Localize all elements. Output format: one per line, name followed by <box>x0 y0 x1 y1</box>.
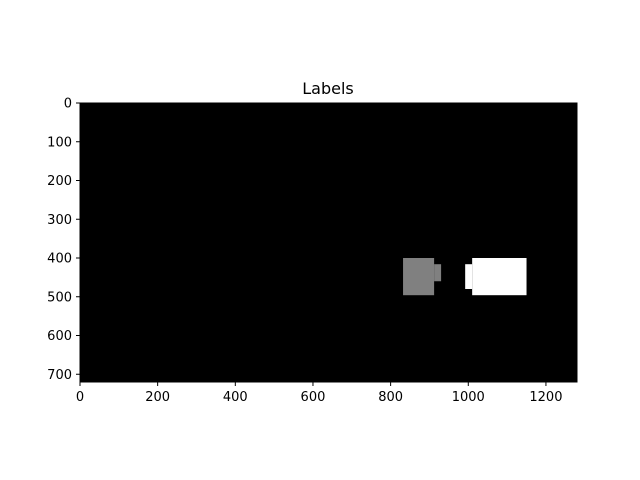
label-2-region-part-1 <box>472 258 527 296</box>
y-tick-label: 300 <box>47 213 72 228</box>
x-tick-label: 600 <box>301 390 326 405</box>
x-tick-label: 800 <box>378 390 403 405</box>
y-tick-label: 100 <box>47 135 72 150</box>
y-tick-label: 200 <box>47 174 72 189</box>
x-tick-label: 400 <box>223 390 248 405</box>
image-background <box>80 103 577 382</box>
y-tick-label: 600 <box>47 329 72 344</box>
y-tick-label: 700 <box>47 368 72 383</box>
label-1-region-part-1 <box>403 258 435 296</box>
plot-area <box>79 102 578 383</box>
label-2-region-part-2 <box>465 264 473 289</box>
y-tick-label: 400 <box>47 252 72 267</box>
x-axis: 0 200 400 600 800 1000 1200 <box>76 382 562 405</box>
label-1-region-part-2 <box>434 264 442 282</box>
x-tick-label: 1000 <box>452 390 485 405</box>
axes-frame <box>79 102 578 383</box>
x-tick-label: 0 <box>76 390 84 405</box>
y-tick-label: 0 <box>64 97 72 112</box>
x-tick-label: 200 <box>145 390 170 405</box>
y-axis: 0 100 200 300 400 500 600 700 <box>47 97 80 383</box>
y-tick-label: 500 <box>47 290 72 305</box>
chart-title: Labels <box>302 79 354 98</box>
x-tick-label: 1200 <box>529 390 562 405</box>
